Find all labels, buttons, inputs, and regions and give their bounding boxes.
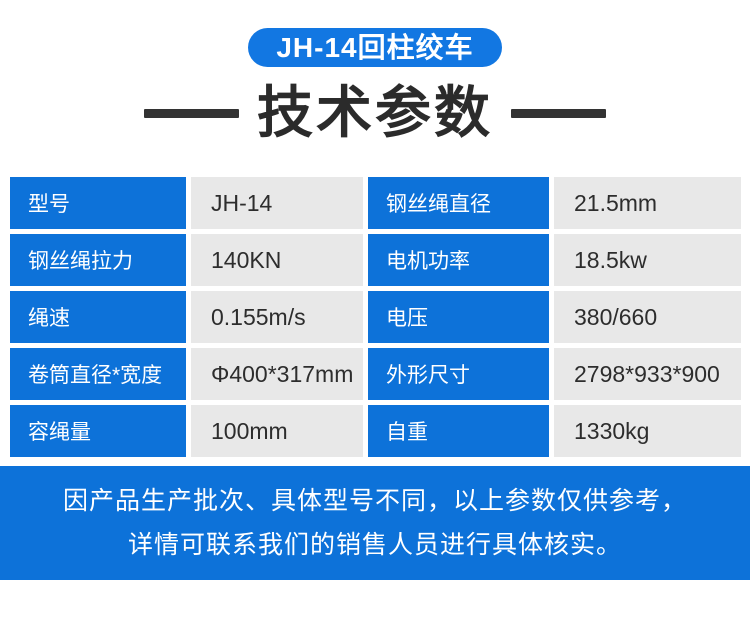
- spec-label-rope-pull: 钢丝绳拉力: [10, 234, 186, 286]
- product-model-badge-label: JH-14回柱绞车: [276, 32, 474, 63]
- disclaimer-banner: 因产品生产批次、具体型号不同，以上参数仅供参考， 详情可联系我们的销售人员进行具…: [0, 466, 750, 580]
- disclaimer-line-2: 详情可联系我们的销售人员进行具体核实。: [127, 531, 622, 559]
- spec-value-model: JH-14: [191, 177, 363, 229]
- spec-value-self-weight: 1330kg: [554, 405, 741, 457]
- product-spec-sheet: JH-14回柱绞车 技术参数 型号 JH-14 钢丝绳直径 21.5mm 钢丝绳…: [0, 28, 750, 580]
- spec-value-rope-speed: 0.155m/s: [191, 291, 363, 343]
- spec-label-self-weight: 自重: [368, 405, 549, 457]
- section-title-row: 技术参数: [0, 81, 750, 145]
- title-right-dash: [511, 108, 606, 118]
- spec-label-rope-diameter: 钢丝绳直径: [368, 177, 549, 229]
- product-model-badge: JH-14回柱绞车: [248, 28, 502, 67]
- spec-value-voltage: 380/660: [554, 291, 741, 343]
- disclaimer-line-1: 因产品生产批次、具体型号不同，以上参数仅供参考，: [62, 487, 687, 515]
- spec-table: 型号 JH-14 钢丝绳直径 21.5mm 钢丝绳拉力 140KN 电机功率 1…: [10, 177, 741, 457]
- spec-value-overall-size: 2798*933*900: [554, 348, 741, 400]
- spec-value-motor-power: 18.5kw: [554, 234, 741, 286]
- section-title: 技术参数: [257, 81, 493, 144]
- spec-label-motor-power: 电机功率: [368, 234, 549, 286]
- spec-label-rope-capacity: 容绳量: [10, 405, 186, 457]
- spec-value-rope-diameter: 21.5mm: [554, 177, 741, 229]
- title-left-dash: [144, 108, 239, 118]
- spec-label-drum-size: 卷筒直径*宽度: [10, 348, 186, 400]
- spec-value-rope-capacity: 100mm: [191, 405, 363, 457]
- spec-label-overall-size: 外形尺寸: [368, 348, 549, 400]
- spec-label-voltage: 电压: [368, 291, 549, 343]
- spec-label-model: 型号: [10, 177, 186, 229]
- spec-label-rope-speed: 绳速: [10, 291, 186, 343]
- spec-value-rope-pull: 140KN: [191, 234, 363, 286]
- spec-value-drum-size: Φ400*317mm: [191, 348, 363, 400]
